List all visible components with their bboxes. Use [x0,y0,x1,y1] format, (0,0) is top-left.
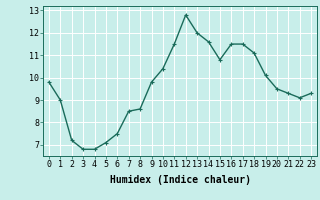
X-axis label: Humidex (Indice chaleur): Humidex (Indice chaleur) [109,175,251,185]
